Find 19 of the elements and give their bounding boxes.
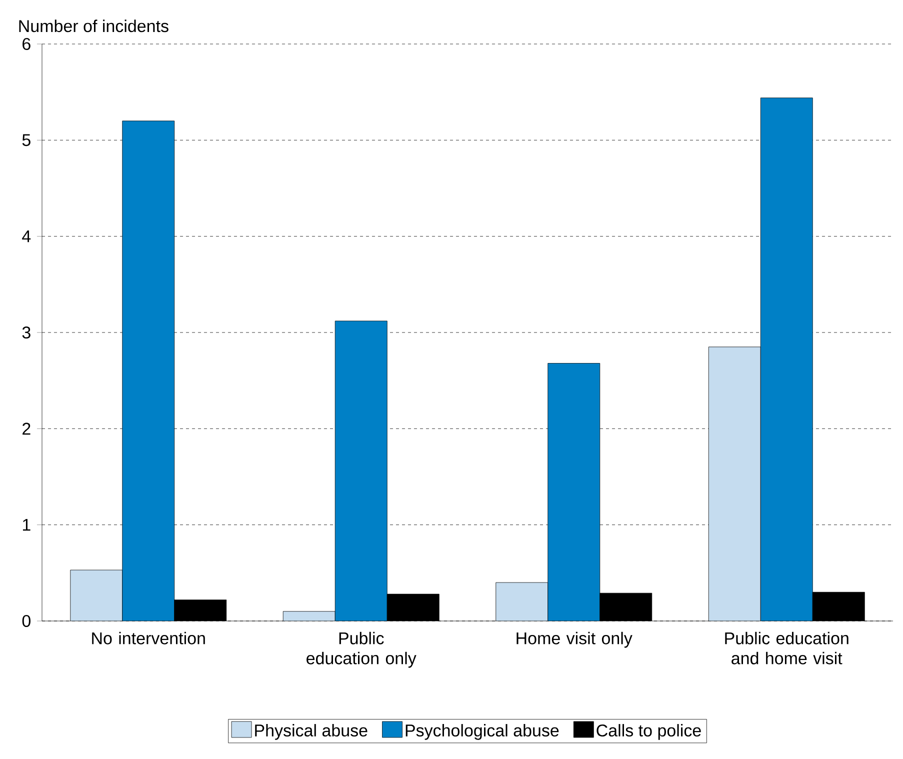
y-tick-label: 6: [22, 38, 30, 50]
y-tick-label: 1: [22, 518, 30, 531]
y-tick-label: 4: [22, 230, 31, 242]
x-tick-label: Public education and home visit: [725, 632, 848, 664]
bar: [70, 570, 122, 621]
bar: [283, 611, 336, 621]
x-tick-label: No intervention: [92, 632, 205, 644]
y-tick-label: 2: [22, 422, 30, 435]
y-axis-title: Number of incidents: [19, 20, 168, 32]
bar: [496, 582, 548, 621]
y-tick-label: 5: [22, 134, 30, 146]
legend-label: Psychological abuse: [406, 724, 559, 740]
bar: [708, 346, 761, 621]
y-tick-label: 0: [22, 614, 30, 628]
legend-label: Calls to police: [596, 724, 701, 740]
x-tick-label: Public education only: [306, 632, 416, 668]
x-tick-label: Home visit only: [516, 632, 632, 648]
legend-label: Physical abuse: [255, 724, 368, 740]
y-tick-label: 3: [22, 326, 30, 339]
